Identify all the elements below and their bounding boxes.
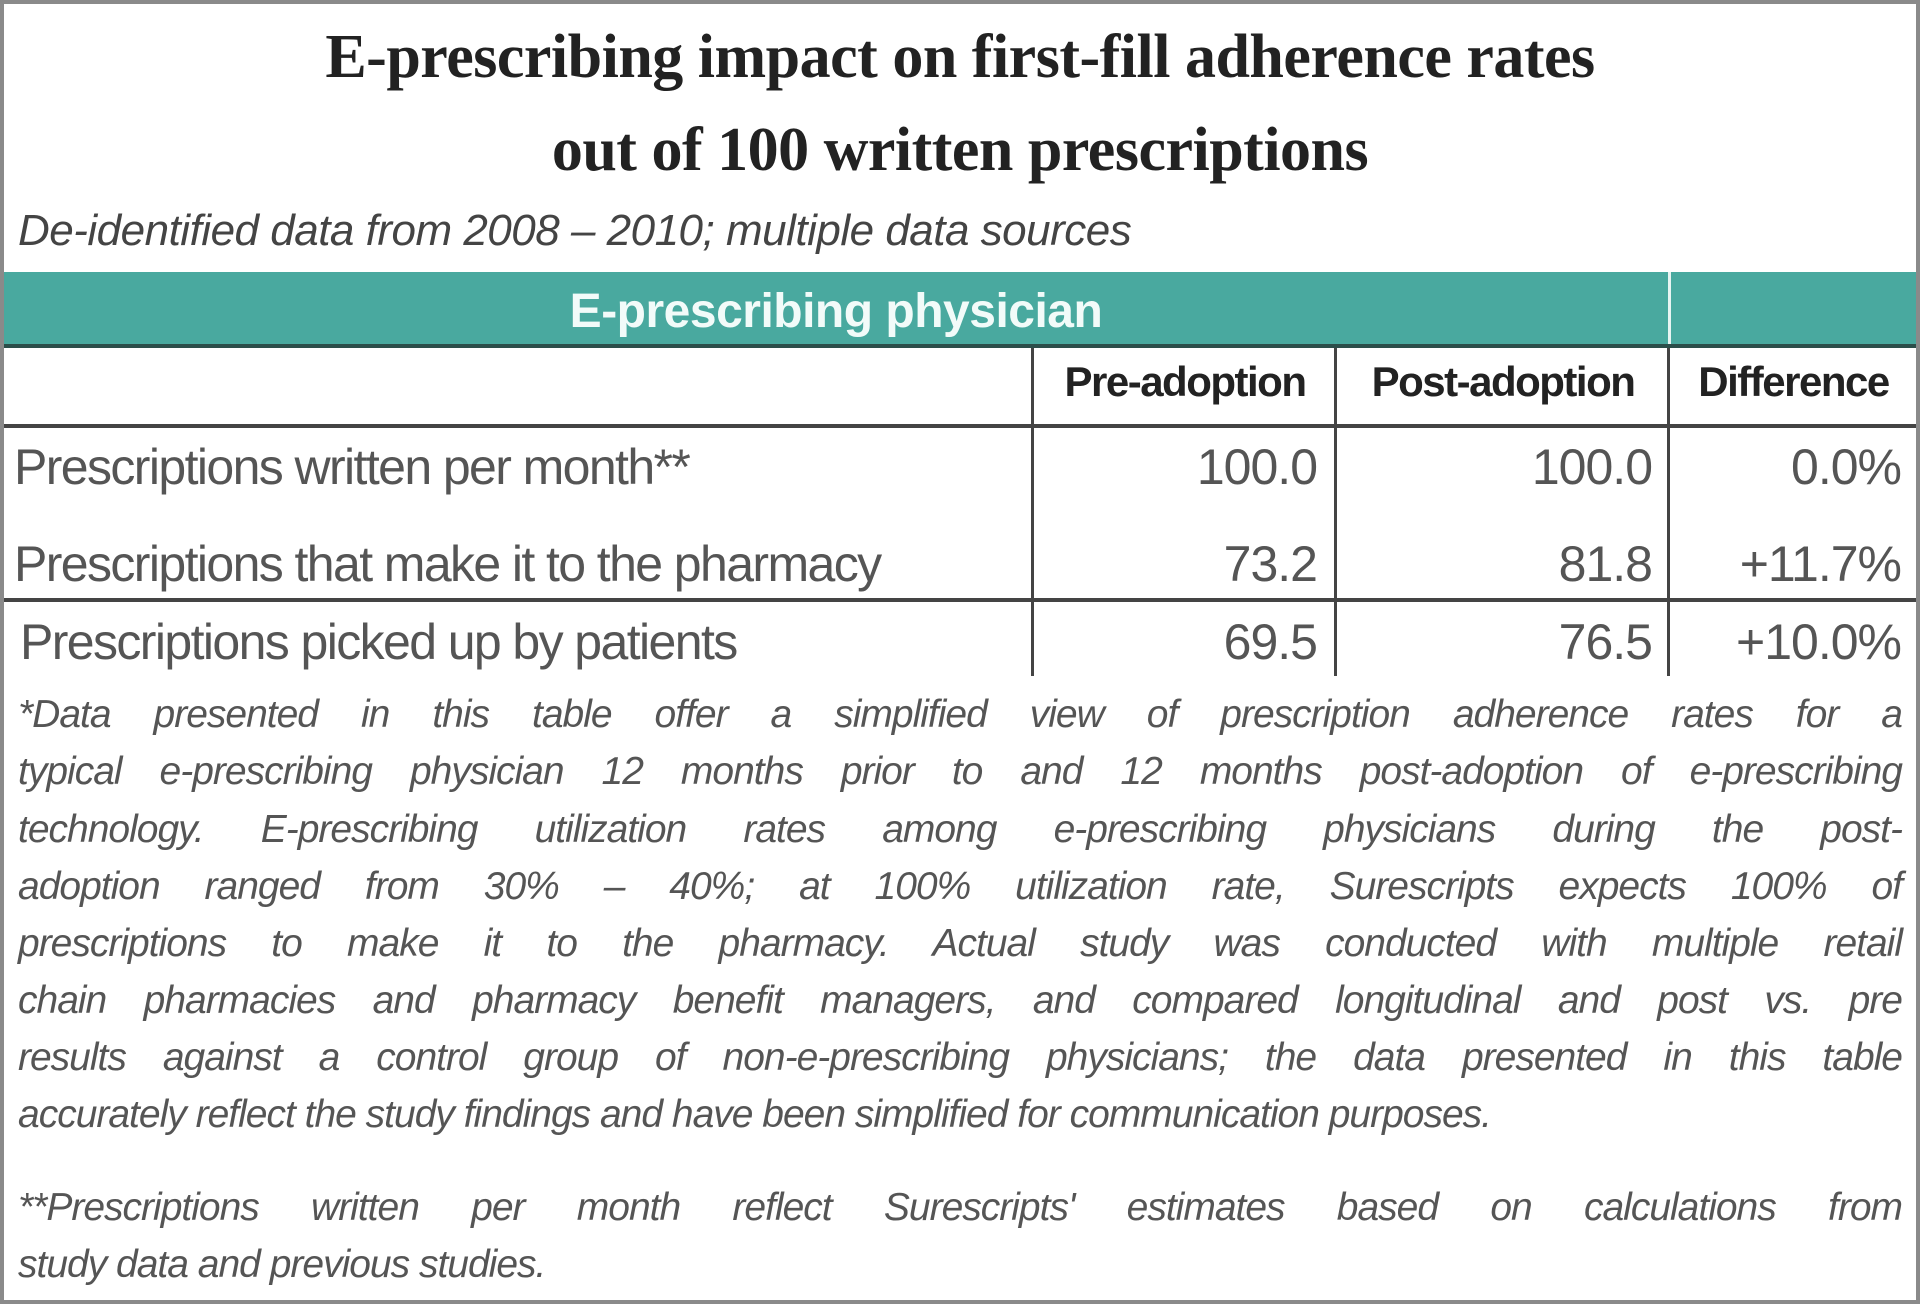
- row-label: Prescriptions written per month**: [14, 439, 691, 495]
- footnote-line: prescriptions to make it to the pharmacy…: [18, 922, 1903, 965]
- cell-post: 100.0: [1531, 439, 1653, 495]
- cell-diff: +10.0%: [1736, 614, 1902, 670]
- column-header-difference: Difference: [1698, 358, 1890, 405]
- footnote-line: accurately reflect the study findings an…: [18, 1093, 1492, 1136]
- cell-diff: 0.0%: [1791, 439, 1902, 495]
- cell-pre: 100.0: [1196, 439, 1318, 495]
- row-divider: [4, 598, 1916, 602]
- column-header-post-adoption: Post-adoption: [1371, 358, 1636, 405]
- cell-pre: 69.5: [1223, 614, 1318, 670]
- cell-diff: +11.7%: [1739, 536, 1902, 592]
- footnote-line: results against a control group of non-e…: [18, 1036, 1903, 1079]
- row-label: Prescriptions that make it to the pharma…: [14, 536, 882, 592]
- column-divider: [1031, 348, 1034, 676]
- footnote-line: chain pharmacies and pharmacy benefit ma…: [18, 979, 1903, 1022]
- section-band: E-prescribing physician: [4, 272, 1916, 348]
- column-divider: [1667, 348, 1670, 676]
- footnote-line: *Data presented in this table offer a si…: [18, 693, 1903, 736]
- cell-post: 81.8: [1558, 536, 1653, 592]
- column-header-pre-adoption: Pre-adoption: [1064, 358, 1308, 405]
- footnote-line: typical e-prescribing physician 12 month…: [18, 750, 1903, 793]
- footnote-line: **Prescriptions written per month reflec…: [18, 1186, 1903, 1229]
- cell-pre: 73.2: [1223, 536, 1318, 592]
- column-divider: [1334, 348, 1337, 676]
- title-line-1: E-prescribing impact on first-fill adher…: [325, 23, 1595, 91]
- row-label: Prescriptions picked up by patients: [20, 614, 738, 670]
- title-line-2: out of 100 written prescriptions: [551, 116, 1369, 184]
- band-title: E-prescribing physician: [569, 285, 1103, 338]
- footnote-line: adoption ranged from 30% – 40%; at 100% …: [18, 865, 1903, 908]
- cell-post: 76.5: [1558, 614, 1653, 670]
- header-divider: [4, 424, 1916, 428]
- footnote-line: technology. E-prescribing utilization ra…: [18, 808, 1903, 851]
- band-divider: [1668, 272, 1671, 344]
- subtitle: De-identified data from 2008 – 2010; mul…: [18, 206, 1132, 255]
- footnote-line: study data and previous studies.: [18, 1243, 546, 1286]
